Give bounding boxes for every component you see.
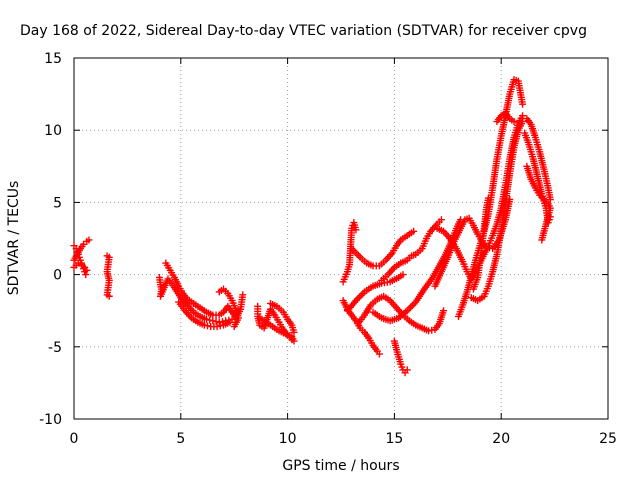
data-point — [510, 118, 518, 126]
series-arc-16 — [354, 292, 448, 335]
x-tick-label: 25 — [599, 431, 617, 447]
series-arc-25 — [493, 109, 518, 126]
plot-frame — [73, 57, 609, 420]
data-point — [212, 318, 220, 326]
data-point — [359, 290, 367, 298]
data-point — [239, 291, 247, 299]
data-point — [353, 250, 361, 258]
data-points — [70, 76, 554, 377]
data-point — [216, 322, 224, 330]
data-point — [352, 226, 360, 234]
data-point — [484, 194, 492, 202]
x-tick-label: 0 — [70, 431, 79, 447]
data-point — [410, 227, 418, 235]
data-point — [83, 266, 91, 274]
data-point — [351, 248, 359, 256]
series-arc-18 — [378, 216, 445, 284]
data-point — [74, 259, 82, 267]
data-point — [357, 291, 365, 299]
data-point — [408, 302, 416, 310]
data-point — [355, 252, 363, 260]
series-arc-13 — [339, 219, 360, 286]
data-point — [226, 318, 234, 326]
data-point — [407, 303, 415, 311]
series-arc-26 — [523, 115, 554, 204]
series-arc-2 — [70, 236, 93, 264]
series-arc-28 — [523, 162, 554, 244]
data-point — [230, 323, 238, 331]
data-point — [202, 315, 210, 323]
chart-title: Day 168 of 2022, Sidereal Day-to-day VTE… — [20, 23, 587, 39]
data-point — [213, 323, 221, 331]
y-tick-label: 10 — [44, 123, 62, 139]
series-arc-22 — [454, 76, 527, 320]
data-point — [355, 293, 363, 301]
data-point — [399, 271, 407, 279]
data-point — [440, 307, 448, 315]
data-point — [290, 328, 298, 336]
series-arc-17 — [390, 337, 411, 377]
data-point — [519, 100, 527, 108]
x-tick-label: 5 — [176, 431, 185, 447]
data-point — [200, 321, 208, 329]
data-point — [375, 350, 383, 358]
data-point — [403, 366, 411, 374]
y-tick-label: -10 — [39, 412, 62, 428]
series-arc-24 — [469, 194, 492, 293]
data-point — [85, 236, 93, 244]
data-point — [105, 292, 113, 300]
data-point — [290, 337, 298, 345]
y-axis-label: SDTVAR / TECUs — [6, 181, 22, 296]
data-point — [538, 236, 546, 244]
series-arc-3 — [70, 259, 91, 274]
series-arc-12 — [339, 297, 383, 358]
y-tick-label: 15 — [44, 51, 62, 67]
data-point — [204, 322, 211, 330]
y-tick-label: 0 — [53, 268, 62, 284]
series-arc-10 — [256, 314, 298, 345]
data-point — [437, 216, 445, 224]
y-tick-label: -5 — [48, 340, 62, 356]
series-arc-4 — [103, 252, 113, 300]
data-point — [405, 305, 413, 313]
x-tick-label: 15 — [385, 431, 403, 447]
data-point — [82, 271, 90, 279]
axis-ticks: 0 5 10 15 20 25 -10 -5 0 5 10 15 — [39, 51, 617, 447]
series-arc-7 — [175, 298, 234, 331]
data-point — [215, 318, 223, 326]
data-point — [519, 118, 527, 126]
series-arc-15 — [343, 271, 407, 315]
series-arc-19 — [369, 216, 465, 325]
x-tick-label: 20 — [492, 431, 510, 447]
y-tick-label: 5 — [53, 195, 62, 211]
data-point — [428, 326, 436, 334]
grid-lines — [74, 58, 608, 419]
series-arc-23 — [467, 118, 527, 305]
series-arc-14 — [348, 227, 418, 270]
data-point — [206, 316, 214, 324]
x-tick-label: 10 — [279, 431, 297, 447]
data-point — [546, 196, 554, 204]
series-arc-8 — [215, 285, 242, 331]
x-axis-label: GPS time / hours — [282, 458, 399, 474]
series-arc-11 — [267, 299, 298, 336]
data-point — [425, 327, 433, 335]
